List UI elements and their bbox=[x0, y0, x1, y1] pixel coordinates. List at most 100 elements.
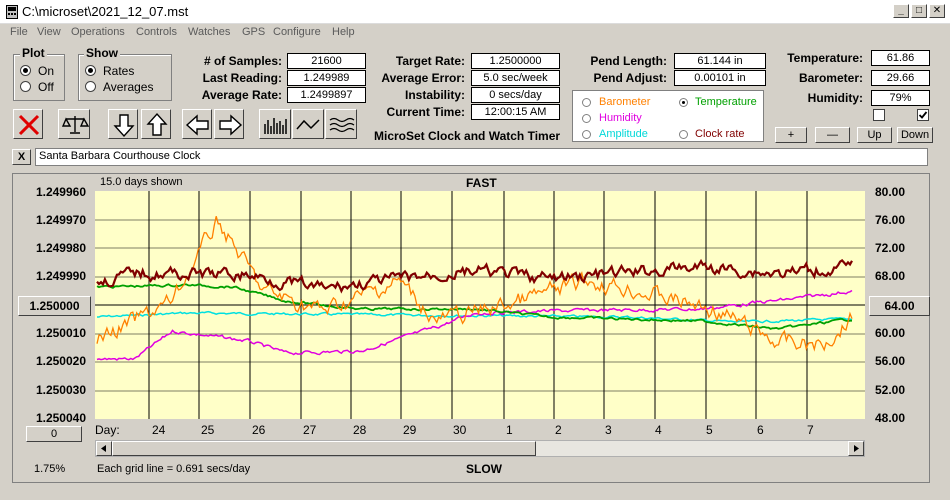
clock-rate-option-label: Clock rate bbox=[695, 128, 745, 140]
amplitude-trace bbox=[97, 310, 853, 324]
percent-label: 1.75% bbox=[34, 463, 66, 475]
menu-configure[interactable]: Configure bbox=[273, 26, 321, 38]
target-rate-field[interactable]: 1.2500000 bbox=[471, 53, 560, 69]
minimize-button[interactable]: _ bbox=[893, 4, 909, 18]
show-averages-label: Averages bbox=[103, 80, 154, 94]
close-clock-button[interactable]: X bbox=[12, 149, 31, 165]
menu-operations[interactable]: Operations bbox=[71, 26, 125, 38]
day-label: 4 bbox=[655, 423, 662, 437]
arrow-down-icon bbox=[113, 114, 135, 138]
left-axis-label: 1.249960 bbox=[35, 185, 86, 199]
amplitude-radio[interactable] bbox=[582, 130, 591, 139]
triangle-right-icon bbox=[854, 445, 859, 452]
clear-button[interactable] bbox=[13, 109, 43, 139]
arrow-left-icon bbox=[185, 114, 209, 136]
app-caption: MicroSet Clock and Watch Timer bbox=[374, 129, 561, 143]
show-averages-radio[interactable] bbox=[85, 81, 96, 92]
instability-label: Instability: bbox=[404, 88, 465, 102]
day-label: 26 bbox=[252, 423, 266, 437]
plot-off-radio[interactable] bbox=[20, 81, 31, 92]
left-axis-label: 1.250010 bbox=[35, 326, 86, 340]
pend-length-field[interactable]: 61.144 in bbox=[674, 53, 766, 69]
scroll-left-arrow[interactable] bbox=[96, 441, 112, 456]
line-graph-button[interactable] bbox=[292, 109, 324, 139]
average-error-label: Average Error: bbox=[381, 71, 465, 85]
day-label: 6 bbox=[757, 423, 764, 437]
scrollbar-thumb[interactable] bbox=[112, 441, 536, 456]
unchecked-checkbox[interactable] bbox=[873, 109, 885, 121]
amplitude-option-label: Amplitude bbox=[599, 128, 648, 140]
grid-note-label: Each grid line = 0.691 secs/day bbox=[97, 463, 251, 475]
plus-button[interactable]: + bbox=[775, 127, 807, 143]
left-axis-label: 1.250020 bbox=[35, 354, 86, 368]
center-temp-button[interactable]: 64.00 bbox=[869, 296, 930, 316]
temperature-label: Temperature: bbox=[787, 51, 863, 65]
scroll-right-arrow[interactable] bbox=[848, 441, 864, 456]
center-rate-button[interactable]: 1.250000 bbox=[18, 296, 91, 316]
temperature-option-label: Temperature bbox=[695, 96, 757, 108]
plot-frame bbox=[12, 173, 930, 483]
left-axis-label: 1.249970 bbox=[35, 213, 86, 227]
plot-area[interactable] bbox=[95, 191, 865, 419]
arrow-right-icon bbox=[219, 114, 243, 136]
plot-on-radio[interactable] bbox=[20, 65, 31, 76]
barometer-trace bbox=[96, 216, 853, 352]
bar-graph-button[interactable] bbox=[259, 109, 291, 139]
current-time-field: 12:00:15 AM bbox=[471, 104, 560, 120]
plot-on-label: On bbox=[38, 64, 55, 78]
minus-button[interactable]: — bbox=[815, 127, 850, 143]
slow-label: SLOW bbox=[466, 462, 502, 476]
scroll-down-button[interactable] bbox=[108, 109, 138, 139]
menu-watches[interactable]: Watches bbox=[188, 26, 231, 38]
temperature-radio[interactable] bbox=[679, 98, 688, 107]
horizontal-scrollbar[interactable] bbox=[95, 440, 865, 457]
day-label: 2 bbox=[555, 423, 562, 437]
humidity-radio[interactable] bbox=[582, 114, 591, 123]
down-button[interactable]: Down bbox=[897, 127, 933, 143]
sensor-select-box: Barometer Temperature Humidity Amplitude… bbox=[572, 90, 764, 142]
close-window-button[interactable]: ✕ bbox=[929, 4, 945, 18]
show-rates-label: Rates bbox=[103, 64, 135, 78]
barometer-radio[interactable] bbox=[582, 98, 591, 107]
title-bar: C:\microset\2021_12_07.mst _ □ ✕ bbox=[0, 0, 950, 24]
average-error-field: 5.0 sec/week bbox=[471, 70, 560, 86]
day-label: 25 bbox=[201, 423, 215, 437]
average-rate-label: Average Rate: bbox=[201, 88, 282, 102]
clock-rate-trace bbox=[96, 258, 853, 294]
day-label: 27 bbox=[303, 423, 317, 437]
wave-graph-button[interactable] bbox=[325, 109, 357, 139]
plot-group-title: Plot bbox=[20, 46, 47, 60]
menu-controls[interactable]: Controls bbox=[136, 26, 177, 38]
triangle-left-icon bbox=[101, 445, 106, 452]
humidity-trace bbox=[96, 289, 853, 361]
samples-field: 21600 bbox=[287, 53, 366, 69]
left-axis-label: 1.250030 bbox=[35, 383, 86, 397]
zero-button[interactable]: 0 bbox=[26, 426, 82, 442]
menu-file[interactable]: File bbox=[10, 26, 28, 38]
day-label: 28 bbox=[353, 423, 367, 437]
scroll-right-button[interactable] bbox=[214, 109, 244, 139]
scroll-up-button[interactable] bbox=[141, 109, 171, 139]
barometer-field: 29.66 bbox=[871, 70, 930, 86]
last-reading-field: 1.249989 bbox=[287, 70, 366, 86]
up-button[interactable]: Up bbox=[857, 127, 892, 143]
maximize-button[interactable]: □ bbox=[911, 4, 927, 18]
humidity-field: 79% bbox=[871, 90, 930, 106]
clock-name-field[interactable]: Santa Barbara Courthouse Clock bbox=[35, 148, 928, 166]
menu-bar: File View Operations Controls Watches GP… bbox=[0, 24, 950, 42]
checked-checkbox[interactable] bbox=[917, 109, 929, 121]
right-axis-label: 76.00 bbox=[875, 213, 906, 227]
left-axis-label: 1.249980 bbox=[35, 241, 86, 255]
menu-gps[interactable]: GPS bbox=[242, 26, 266, 38]
temperature-trace bbox=[96, 283, 852, 330]
balance-button[interactable] bbox=[58, 109, 90, 139]
scroll-left-button[interactable] bbox=[182, 109, 212, 139]
clock-rate-radio[interactable] bbox=[679, 130, 688, 139]
target-rate-label: Target Rate: bbox=[395, 54, 465, 68]
right-axis-label: 60.00 bbox=[875, 326, 906, 340]
menu-view[interactable]: View bbox=[37, 26, 61, 38]
right-axis-label: 52.00 bbox=[875, 383, 906, 397]
day-label: 24 bbox=[152, 423, 166, 437]
show-rates-radio[interactable] bbox=[85, 65, 96, 76]
menu-help[interactable]: Help bbox=[332, 26, 355, 38]
